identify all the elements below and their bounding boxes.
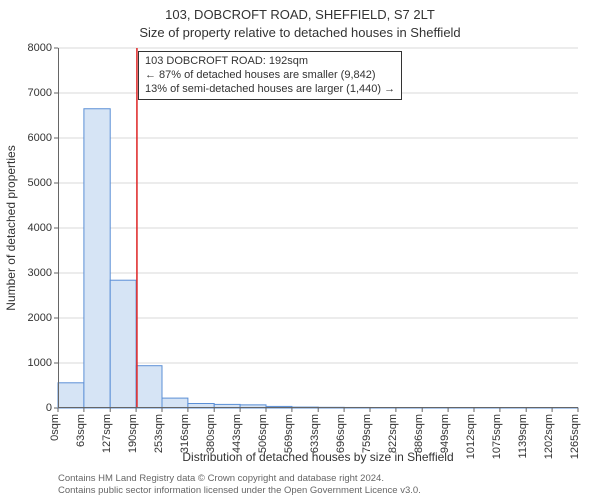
histogram-bar (84, 109, 110, 408)
svg-text:380sqm: 380sqm (205, 414, 217, 453)
credits-line2: Contains public sector information licen… (58, 485, 578, 496)
svg-text:8000: 8000 (28, 42, 52, 54)
svg-text:253sqm: 253sqm (153, 414, 165, 453)
credits: Contains HM Land Registry data © Crown c… (58, 473, 578, 496)
svg-text:822sqm: 822sqm (387, 414, 399, 453)
svg-text:949sqm: 949sqm (439, 414, 451, 453)
svg-text:0: 0 (46, 402, 52, 414)
svg-text:569sqm: 569sqm (283, 414, 295, 453)
histogram-bar (110, 280, 136, 408)
svg-text:316sqm: 316sqm (179, 414, 191, 453)
svg-text:5000: 5000 (28, 177, 52, 189)
svg-text:63sqm: 63sqm (75, 414, 87, 447)
svg-text:3000: 3000 (28, 267, 52, 279)
svg-text:190sqm: 190sqm (127, 414, 139, 453)
svg-text:506sqm: 506sqm (257, 414, 269, 453)
svg-text:127sqm: 127sqm (101, 414, 113, 453)
y-axis-label: Number of detached properties (4, 48, 22, 408)
svg-text:0sqm: 0sqm (49, 414, 61, 441)
svg-text:1000: 1000 (28, 357, 52, 369)
svg-text:7000: 7000 (28, 87, 52, 99)
histogram-bar (136, 366, 162, 408)
histogram-bar (58, 383, 84, 408)
histogram-chart: 0100020003000400050006000700080000sqm63s… (58, 48, 578, 408)
svg-text:443sqm: 443sqm (231, 414, 243, 453)
svg-text:696sqm: 696sqm (335, 414, 347, 453)
histogram-bar (162, 398, 188, 408)
annotation-line1: 103 DOBCROFT ROAD: 192sqm (145, 55, 395, 69)
svg-text:633sqm: 633sqm (309, 414, 321, 453)
svg-text:4000: 4000 (28, 222, 52, 234)
svg-text:2000: 2000 (28, 312, 52, 324)
annotation-callout: 103 DOBCROFT ROAD: 192sqm ← 87% of detac… (138, 51, 402, 100)
credits-line1: Contains HM Land Registry data © Crown c… (58, 473, 578, 484)
svg-text:6000: 6000 (28, 132, 52, 144)
plot-svg: 0100020003000400050006000700080000sqm63s… (58, 48, 578, 408)
page-subtitle: Size of property relative to detached ho… (0, 24, 600, 42)
page-title: 103, DOBCROFT ROAD, SHEFFIELD, S7 2LT (0, 0, 600, 24)
annotation-line3: 13% of semi-detached houses are larger (… (145, 83, 395, 97)
svg-text:759sqm: 759sqm (361, 414, 373, 453)
svg-text:886sqm: 886sqm (413, 414, 425, 453)
annotation-line2: ← 87% of detached houses are smaller (9,… (145, 69, 395, 83)
x-axis-label: Distribution of detached houses by size … (58, 450, 578, 464)
